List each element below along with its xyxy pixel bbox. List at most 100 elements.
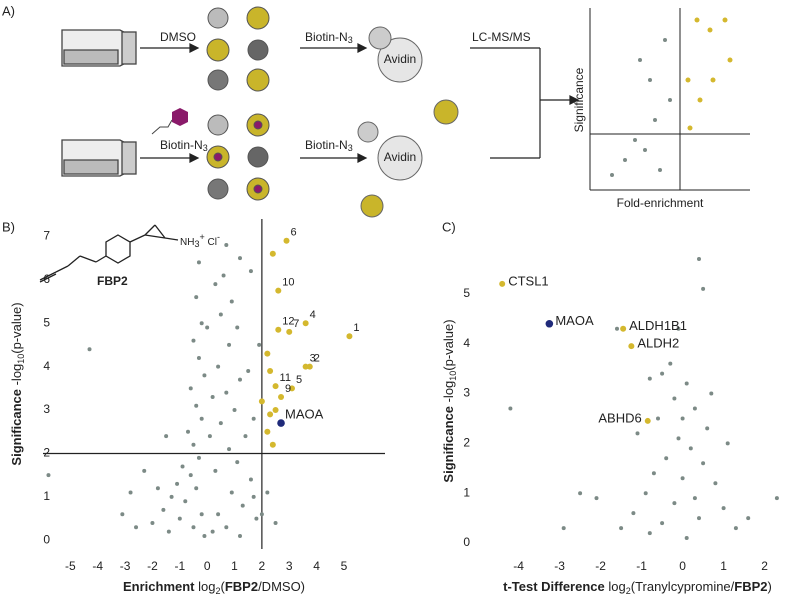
- point: [697, 256, 701, 261]
- x-tick-label: -3: [120, 559, 131, 573]
- text: ): [768, 579, 772, 594]
- point: [196, 355, 201, 360]
- avidin-label: Avidin: [384, 52, 416, 66]
- mini-volcano: Significance Fold-enrichment: [572, 8, 750, 210]
- y-tick-label: 6: [43, 272, 50, 286]
- point-label: 11: [280, 372, 291, 384]
- point-label: 4: [310, 309, 316, 321]
- panel-a: A) DMSO Biotin-N3 Biotin-N3 Biotin-N3 Av…: [2, 3, 750, 218]
- point: [265, 490, 270, 495]
- point-label: CTSL1: [508, 273, 548, 288]
- point: [680, 416, 685, 421]
- point: [161, 507, 166, 512]
- x-tick-label: 0: [204, 559, 211, 573]
- point: [246, 368, 251, 373]
- y-tick-label: 1: [463, 485, 470, 499]
- x-axis-title: Enrichment log2(FBP2/DMSO): [123, 579, 305, 596]
- arrows: [140, 43, 580, 163]
- point: [619, 526, 624, 531]
- point: [258, 398, 265, 405]
- x-tick-label: -1: [636, 559, 647, 573]
- panel-label: C): [442, 219, 456, 234]
- point: [207, 434, 212, 439]
- y-tick-label: 1: [43, 489, 50, 503]
- x-tick-label: 3: [286, 559, 293, 573]
- proteins: [206, 6, 270, 201]
- mini-xlabel: Fold-enrichment: [617, 196, 704, 210]
- point: [227, 342, 232, 347]
- point: [672, 396, 677, 401]
- protein: [360, 194, 384, 218]
- text: 3: [203, 143, 208, 153]
- point: [202, 373, 207, 378]
- chart: C) 0 1 2 3 4 5 -4 -3 -2 -1 0 1 2 CTSL1 ALDH1B1 ALDH2 ABHD…: [441, 219, 779, 596]
- text: -: [217, 232, 220, 242]
- point: [651, 471, 656, 476]
- point: [191, 525, 196, 530]
- point: [224, 243, 229, 248]
- avidin: [377, 135, 423, 181]
- point: [725, 441, 730, 446]
- x-tick-label: 1: [720, 559, 727, 573]
- point: [213, 468, 218, 473]
- point: [177, 516, 182, 521]
- point: [264, 428, 271, 435]
- point: [183, 499, 188, 504]
- point: [120, 512, 125, 517]
- text: Significance: [441, 406, 456, 483]
- x-tick-label: -2: [595, 559, 606, 573]
- point: [545, 319, 554, 328]
- point-label: 10: [282, 277, 294, 289]
- point: [227, 447, 232, 452]
- point: [46, 473, 51, 478]
- x-tick-label: -3: [554, 559, 565, 573]
- point: [251, 494, 256, 499]
- point: [248, 477, 253, 482]
- point: [235, 325, 240, 330]
- text: (p-value): [441, 319, 456, 370]
- point: [240, 503, 245, 508]
- y-tick-label: 5: [463, 286, 470, 300]
- point: [229, 299, 234, 304]
- text: FBP2: [225, 579, 258, 594]
- y-tick-label: 2: [463, 436, 470, 450]
- point: [210, 529, 215, 534]
- point: [224, 390, 229, 395]
- y-axis-title: Significance -log10(p-value): [9, 302, 26, 465]
- point: [232, 408, 237, 413]
- text: 2: [215, 586, 220, 596]
- y-tick-label: 4: [43, 359, 50, 373]
- point: [194, 486, 199, 491]
- point: [269, 250, 276, 257]
- step-label: Biotin-N3: [305, 138, 353, 153]
- x-tick-label: 5: [341, 559, 348, 573]
- step-label: Biotin-N3: [305, 30, 353, 45]
- point: [264, 350, 271, 357]
- point: [660, 521, 665, 526]
- probe: [172, 108, 188, 126]
- text: log: [605, 579, 626, 594]
- point: [267, 367, 274, 374]
- protein: [368, 26, 392, 50]
- point-label: 9: [285, 383, 291, 395]
- protein: [433, 99, 459, 125]
- point: [508, 406, 513, 411]
- avidin: [377, 37, 423, 83]
- text: Cl: [205, 237, 217, 248]
- point: [259, 512, 264, 517]
- point: [306, 363, 313, 370]
- text: NH: [180, 237, 194, 248]
- probe-name: FBP2: [97, 274, 128, 288]
- point: [188, 473, 193, 478]
- y-tick-label: 7: [43, 229, 50, 243]
- point-label: ALDH1B1: [629, 318, 687, 333]
- point: [578, 491, 583, 496]
- point: [676, 326, 681, 331]
- text: Biotin-N: [305, 30, 348, 44]
- point: [647, 376, 652, 381]
- point: [142, 468, 147, 473]
- point: [194, 295, 199, 300]
- point: [243, 434, 248, 439]
